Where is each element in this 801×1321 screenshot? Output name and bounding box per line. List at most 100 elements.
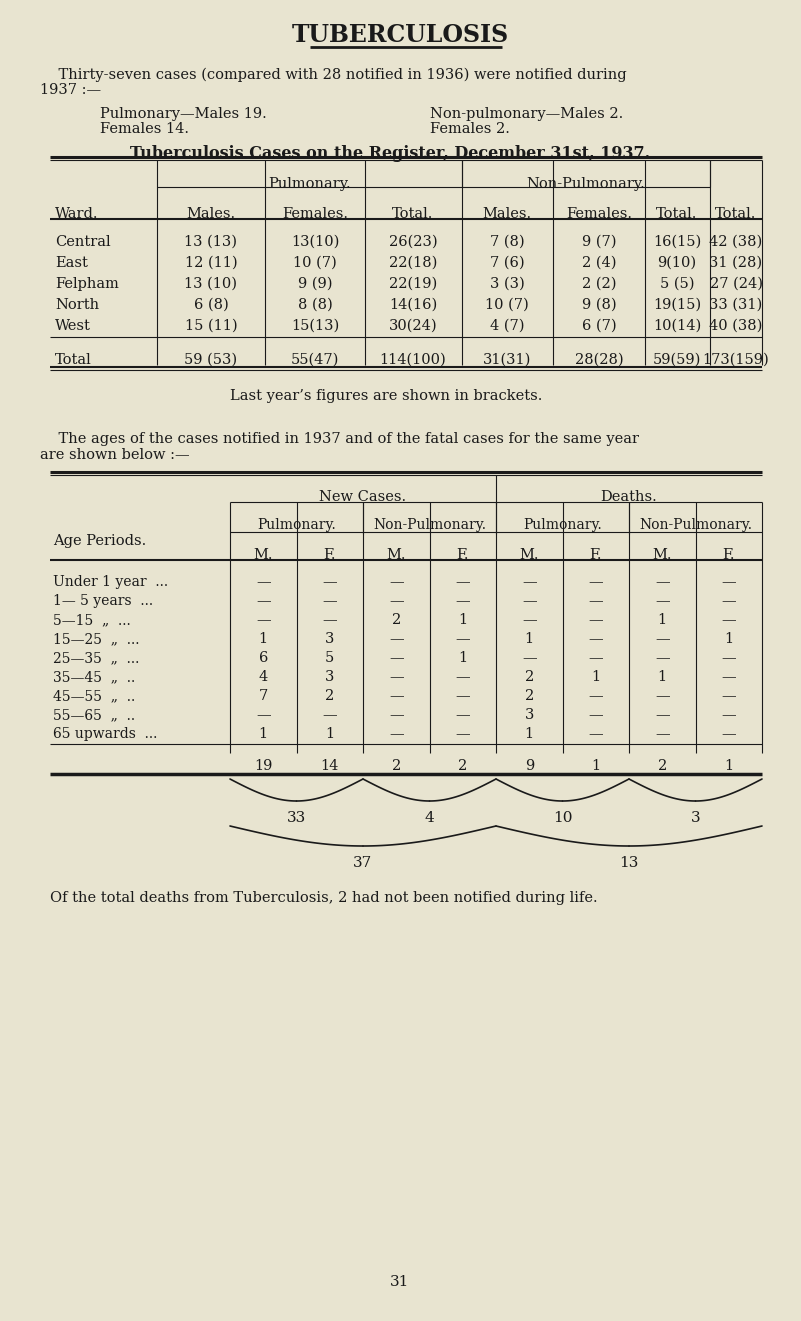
Text: 45—55  „  ..: 45—55 „ .. (53, 690, 135, 703)
Text: —: — (456, 631, 470, 646)
Text: Under 1 year  ...: Under 1 year ... (53, 575, 168, 589)
Text: —: — (655, 708, 670, 723)
Text: M.: M. (653, 548, 672, 561)
Text: 13: 13 (619, 856, 638, 871)
Text: —: — (722, 670, 736, 684)
Text: —: — (722, 651, 736, 664)
Text: 6 (8): 6 (8) (194, 299, 228, 312)
Text: F.: F. (457, 548, 469, 561)
Text: —: — (722, 690, 736, 703)
Text: 31(31): 31(31) (483, 353, 531, 367)
Text: Non-Pulmonary.: Non-Pulmonary. (373, 518, 486, 532)
Text: M.: M. (520, 548, 539, 561)
Text: 1: 1 (458, 651, 467, 664)
Text: 1: 1 (724, 631, 733, 646)
Text: —: — (389, 727, 404, 741)
Text: 30(24): 30(24) (388, 318, 437, 333)
Text: —: — (256, 708, 271, 723)
Text: Tuberculosis Cases on the Register, December 31st, 1937.: Tuberculosis Cases on the Register, Dece… (130, 145, 650, 162)
Text: 9: 9 (525, 760, 534, 773)
Text: 5 (5): 5 (5) (660, 277, 694, 291)
Text: —: — (456, 575, 470, 589)
Text: North: North (55, 299, 99, 312)
Text: —: — (722, 708, 736, 723)
Text: 2: 2 (658, 760, 667, 773)
Text: TUBERCULOSIS: TUBERCULOSIS (292, 22, 509, 48)
Text: 1: 1 (325, 727, 334, 741)
Text: —: — (655, 727, 670, 741)
Text: 9 (7): 9 (7) (582, 235, 616, 248)
Text: 31 (28): 31 (28) (710, 256, 763, 269)
Text: 1: 1 (259, 631, 268, 646)
Text: 12 (11): 12 (11) (185, 256, 237, 269)
Text: Thirty-seven cases (compared with 28 notified in 1936) were notified during: Thirty-seven cases (compared with 28 not… (40, 67, 626, 82)
Text: 1: 1 (458, 613, 467, 627)
Text: —: — (456, 594, 470, 608)
Text: 22(19): 22(19) (388, 277, 437, 291)
Text: 25—35  „  ...: 25—35 „ ... (53, 651, 139, 664)
Text: 55—65  „  ..: 55—65 „ .. (53, 708, 135, 723)
Text: 1: 1 (658, 670, 666, 684)
Text: 4: 4 (425, 811, 434, 826)
Text: —: — (589, 594, 603, 608)
Text: —: — (589, 708, 603, 723)
Text: —: — (389, 708, 404, 723)
Text: Pulmonary.: Pulmonary. (268, 177, 351, 192)
Text: 59(59): 59(59) (653, 353, 701, 367)
Text: Females 2.: Females 2. (430, 122, 510, 136)
Text: —: — (389, 651, 404, 664)
Text: —: — (722, 594, 736, 608)
Text: Females 14.: Females 14. (100, 122, 189, 136)
Text: —: — (722, 727, 736, 741)
Text: —: — (589, 631, 603, 646)
Text: 1: 1 (591, 760, 600, 773)
Text: 10: 10 (553, 811, 572, 826)
Text: F.: F. (723, 548, 735, 561)
Text: —: — (655, 631, 670, 646)
Text: Non-pulmonary—Males 2.: Non-pulmonary—Males 2. (430, 107, 623, 122)
Text: 2: 2 (525, 690, 534, 703)
Text: 1: 1 (259, 727, 268, 741)
Text: 2: 2 (325, 690, 334, 703)
Text: 27 (24): 27 (24) (710, 277, 763, 291)
Text: East: East (55, 256, 88, 269)
Text: —: — (522, 575, 537, 589)
Text: 2: 2 (392, 760, 400, 773)
Text: —: — (655, 690, 670, 703)
Text: 7 (8): 7 (8) (489, 235, 525, 248)
Text: 59 (53): 59 (53) (184, 353, 238, 367)
Text: F.: F. (590, 548, 602, 561)
Text: 2 (2): 2 (2) (582, 277, 616, 291)
Text: 2: 2 (458, 760, 467, 773)
Text: 13 (10): 13 (10) (184, 277, 238, 291)
Text: 1: 1 (525, 727, 533, 741)
Text: 35—45  „  ..: 35—45 „ .. (53, 670, 135, 684)
Text: —: — (722, 575, 736, 589)
Text: —: — (323, 594, 337, 608)
Text: Age Periods.: Age Periods. (53, 534, 147, 548)
Text: 9 (8): 9 (8) (582, 299, 616, 312)
Text: Pulmonary.: Pulmonary. (523, 518, 602, 532)
Text: —: — (256, 594, 271, 608)
Text: 16(15): 16(15) (653, 235, 701, 248)
Text: West: West (55, 318, 91, 333)
Text: —: — (456, 708, 470, 723)
Text: —: — (323, 708, 337, 723)
Text: 3: 3 (325, 631, 335, 646)
Text: 173(159): 173(159) (702, 353, 770, 367)
Text: Total.: Total. (715, 207, 757, 221)
Text: 65 upwards  ...: 65 upwards ... (53, 727, 157, 741)
Text: F.: F. (324, 548, 336, 561)
Text: —: — (655, 651, 670, 664)
Text: The ages of the cases notified in 1937 and of the fatal cases for the same year: The ages of the cases notified in 1937 a… (40, 432, 639, 446)
Text: 19(15): 19(15) (653, 299, 701, 312)
Text: 9 (9): 9 (9) (298, 277, 332, 291)
Text: 4: 4 (259, 670, 268, 684)
Text: Last year’s figures are shown in brackets.: Last year’s figures are shown in bracket… (230, 388, 542, 403)
Text: 42 (38): 42 (38) (710, 235, 763, 248)
Text: are shown below :—: are shown below :— (40, 448, 190, 462)
Text: 10 (7): 10 (7) (293, 256, 337, 269)
Text: 1: 1 (724, 760, 733, 773)
Text: —: — (389, 631, 404, 646)
Text: 55(47): 55(47) (291, 353, 339, 367)
